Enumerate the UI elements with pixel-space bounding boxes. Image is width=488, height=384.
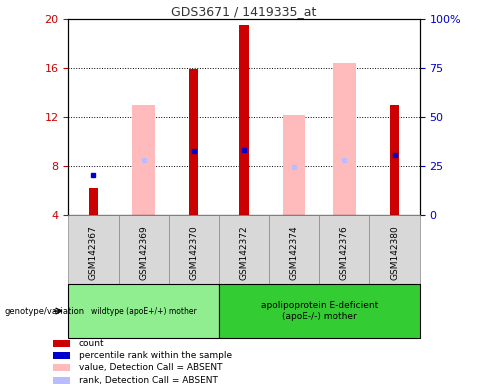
- Text: count: count: [79, 339, 104, 348]
- Bar: [132, 105, 155, 215]
- Bar: [283, 115, 305, 215]
- Text: percentile rank within the sample: percentile rank within the sample: [79, 351, 232, 360]
- Text: GSM142372: GSM142372: [240, 226, 248, 280]
- Bar: [240, 25, 248, 215]
- Text: GSM142380: GSM142380: [390, 225, 399, 280]
- Text: genotype/variation: genotype/variation: [5, 306, 85, 316]
- Bar: [53, 352, 70, 359]
- Text: apolipoprotein E-deficient
(apoE-/-) mother: apolipoprotein E-deficient (apoE-/-) mot…: [261, 301, 378, 321]
- Text: GSM142367: GSM142367: [89, 225, 98, 280]
- Text: value, Detection Call = ABSENT: value, Detection Call = ABSENT: [79, 363, 223, 372]
- Title: GDS3671 / 1419335_at: GDS3671 / 1419335_at: [171, 5, 317, 18]
- Text: GSM142376: GSM142376: [340, 225, 349, 280]
- Bar: [53, 377, 70, 384]
- Bar: [53, 340, 70, 347]
- Text: GSM142374: GSM142374: [290, 226, 299, 280]
- Text: wildtype (apoE+/+) mother: wildtype (apoE+/+) mother: [91, 306, 197, 316]
- Text: GSM142369: GSM142369: [139, 225, 148, 280]
- Bar: [53, 364, 70, 371]
- Bar: [189, 70, 198, 215]
- Bar: [390, 105, 399, 215]
- Text: rank, Detection Call = ABSENT: rank, Detection Call = ABSENT: [79, 376, 218, 384]
- Text: GSM142370: GSM142370: [189, 225, 198, 280]
- Bar: [89, 188, 98, 215]
- Bar: [333, 63, 356, 215]
